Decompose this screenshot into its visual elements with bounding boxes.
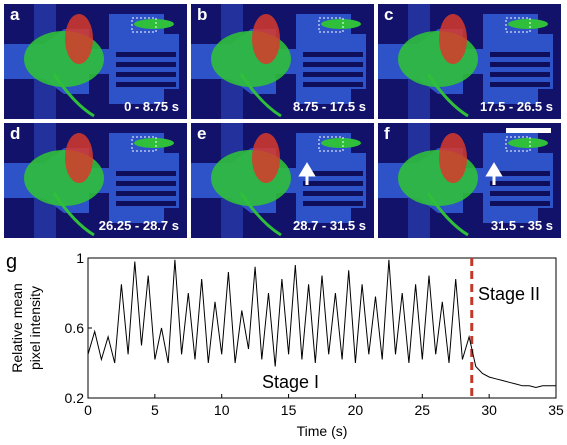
y-tick-label: 1	[76, 250, 84, 266]
x-axis-label: Time (s)	[297, 423, 348, 439]
x-tick-label: 5	[151, 402, 159, 418]
x-tick-label: 10	[214, 402, 230, 418]
panel-letter: c	[384, 5, 393, 24]
time-range: 28.7 - 31.5 s	[293, 218, 366, 233]
image-panel: c 17.5 - 26.5 s	[376, 2, 563, 121]
arrow	[298, 162, 316, 185]
image-panel: a 0 - 8.75 s	[2, 2, 189, 121]
image-panel: d 26.25 - 28.7 s	[2, 121, 189, 240]
image-panel: e 28.7 - 31.5 s	[189, 121, 376, 240]
panel-letter: a	[10, 5, 20, 24]
time-range: 31.5 - 35 s	[491, 218, 553, 233]
image-panel: f 31.5 - 35 s	[376, 121, 563, 240]
arrow	[485, 162, 503, 185]
time-range: 26.25 - 28.7 s	[99, 218, 179, 233]
x-tick-label: 20	[348, 402, 364, 418]
x-tick-label: 30	[481, 402, 497, 418]
intensity-line	[87, 259, 556, 389]
time-range: 8.75 - 17.5 s	[293, 99, 366, 114]
time-range: 17.5 - 26.5 s	[480, 99, 553, 114]
x-tick-label: 15	[281, 402, 297, 418]
time-range: 0 - 8.75 s	[124, 99, 179, 114]
scale-bar	[506, 128, 551, 133]
y-tick-label: 0.2	[65, 390, 85, 406]
image-panels: a 0 - 8.75 s b 8.75 - 17.5 s c 17.5 - 26.5 s d…	[2, 2, 563, 240]
panel-letter: b	[197, 5, 207, 24]
x-tick-label: 35	[548, 402, 564, 418]
panel-label: g	[6, 251, 17, 273]
stage-label: Stage II	[478, 284, 540, 304]
x-tick-label: 0	[84, 402, 92, 418]
panel-letter: e	[197, 124, 206, 143]
x-tick-label: 25	[414, 402, 430, 418]
y-axis-label: Relative mean	[9, 283, 25, 373]
panel-letter: d	[10, 124, 20, 143]
y-axis-label: pixel intensity	[27, 286, 43, 370]
y-tick-label: 0.6	[65, 320, 85, 336]
stage-label: Stage I	[262, 372, 319, 392]
image-panel: b 8.75 - 17.5 s	[189, 2, 376, 121]
panel-letter: f	[384, 124, 390, 143]
line-chart: g 0 5 10 15 20 25 30 35 0.2 0.6 1 Time (s) Relative …	[6, 250, 564, 439]
